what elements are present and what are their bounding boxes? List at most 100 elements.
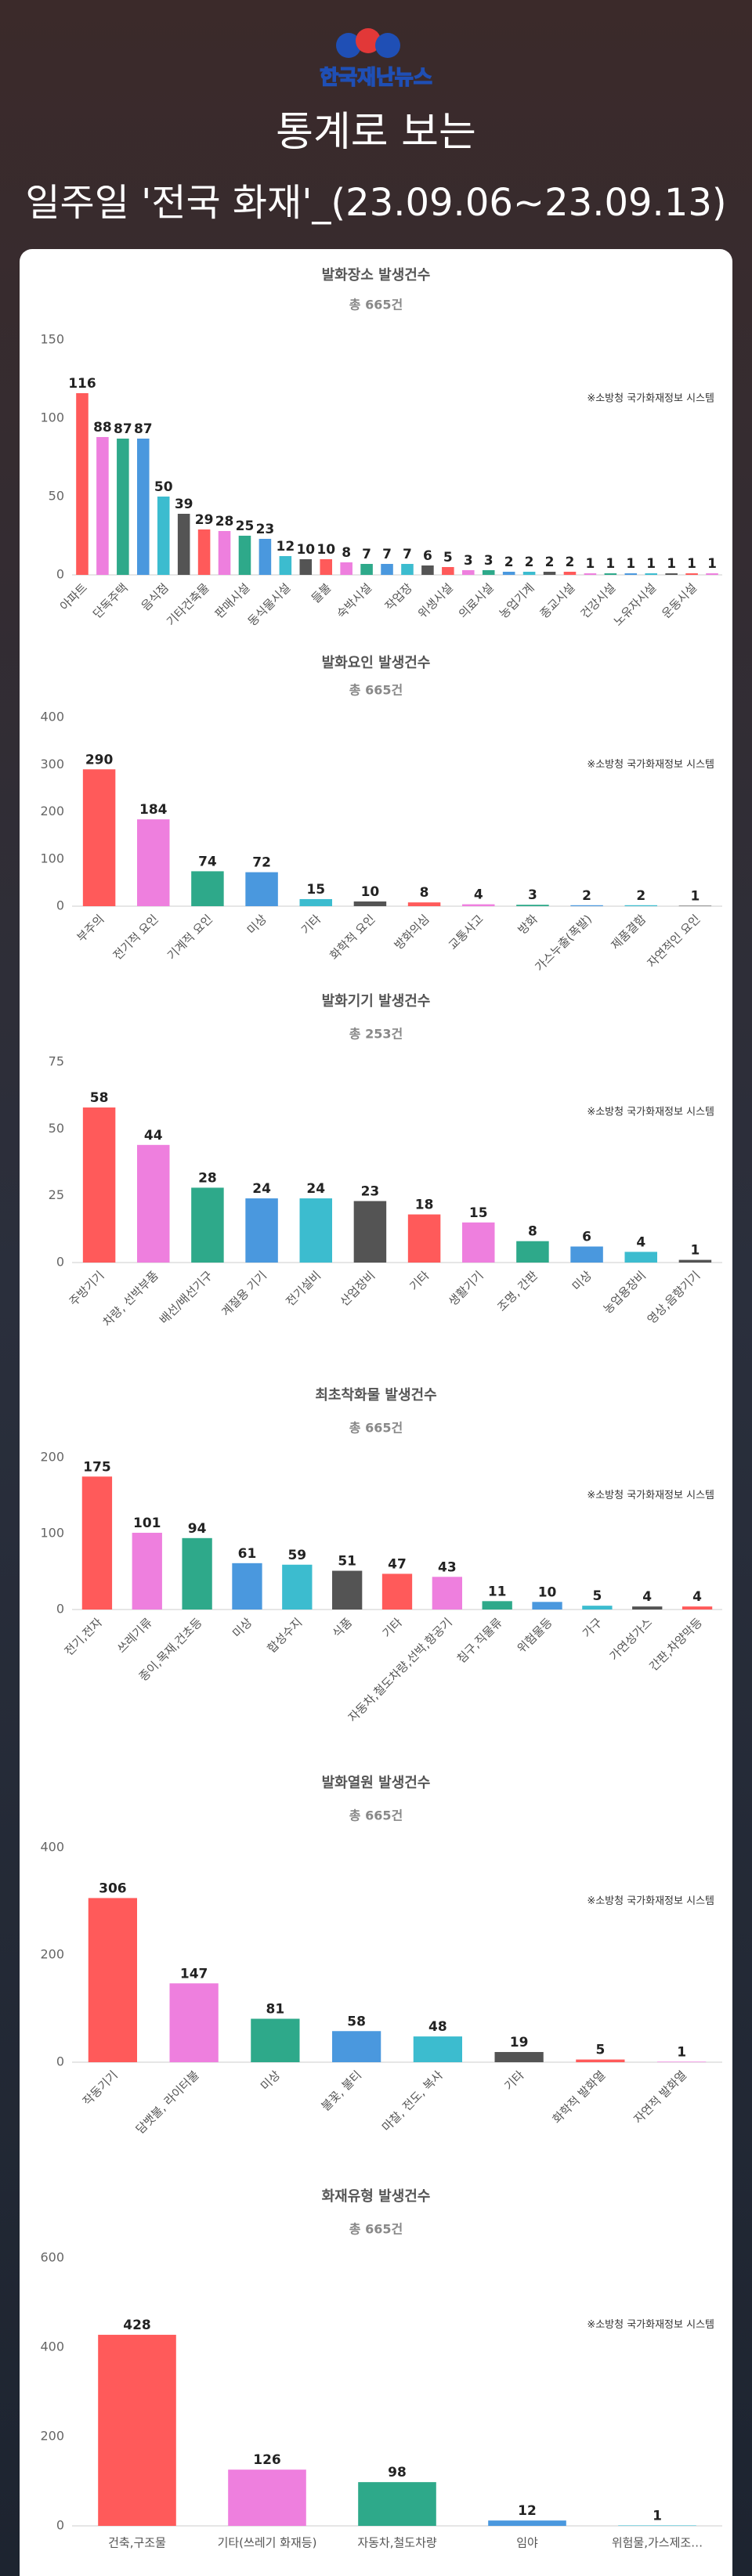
y-tick-label: 50 <box>49 1121 64 1136</box>
value-label: 4 <box>692 1589 702 1605</box>
value-label: 8 <box>420 885 429 901</box>
value-label: 8 <box>528 1224 537 1240</box>
bar <box>88 1898 137 2062</box>
value-label: 175 <box>83 1459 111 1475</box>
chart-title: 발화열원 발생건수 <box>322 1775 431 1791</box>
source-note: ※소방청 국가화재정보 시스템 <box>587 1107 714 1118</box>
value-label: 3 <box>484 553 494 569</box>
x-tick-label: 건축,구조물 <box>108 2536 166 2550</box>
value-label: 58 <box>347 2014 366 2029</box>
chart-subtitle: 총 253건 <box>349 1027 403 1042</box>
bar <box>82 769 116 906</box>
bar <box>332 1570 363 1610</box>
value-label: 6 <box>423 548 432 564</box>
value-label: 24 <box>252 1181 271 1197</box>
logo: 한국재난뉴스 <box>319 28 433 90</box>
value-label: 15 <box>469 1205 488 1221</box>
bar <box>381 1573 413 1610</box>
bar <box>657 2061 707 2062</box>
bar <box>169 1983 219 2062</box>
bar <box>522 572 536 575</box>
y-tick-label: 200 <box>40 1450 64 1465</box>
value-label: 2 <box>636 888 645 904</box>
bar <box>645 573 657 575</box>
bar <box>624 1252 657 1263</box>
value-label: 12 <box>277 539 295 555</box>
value-label: 10 <box>316 542 335 558</box>
source-note: ※소방청 국가화재정보 시스템 <box>587 759 714 771</box>
bar <box>137 819 170 906</box>
value-label: 1 <box>707 556 717 572</box>
bar <box>632 1606 663 1610</box>
value-label: 12 <box>518 2503 537 2519</box>
logo-text: 한국재난뉴스 <box>320 67 432 90</box>
bar <box>132 1533 162 1610</box>
bar <box>228 2469 306 2526</box>
bar <box>570 905 603 906</box>
bar <box>706 573 718 575</box>
value-label: 25 <box>236 518 255 534</box>
value-label: 50 <box>154 479 173 495</box>
bar <box>218 531 231 575</box>
value-label: 1 <box>646 556 656 572</box>
bar <box>98 2335 176 2526</box>
bar <box>532 1602 562 1610</box>
chart-title: 화재유형 발생건수 <box>322 2188 431 2205</box>
y-tick-label: 400 <box>40 1840 64 1855</box>
bar <box>442 567 454 575</box>
y-tick-label: 0 <box>56 1255 64 1270</box>
bar <box>258 539 272 575</box>
value-label: 101 <box>133 1516 161 1531</box>
y-tick-label: 0 <box>56 2054 64 2069</box>
x-tick-label: 위험물,가스제조… <box>612 2536 703 2550</box>
value-label: 1 <box>677 2044 686 2060</box>
bar <box>245 1198 278 1263</box>
value-label: 72 <box>252 855 271 871</box>
bar <box>407 902 441 906</box>
bar <box>340 562 352 575</box>
y-tick-label: 200 <box>40 804 64 818</box>
bar <box>685 573 698 575</box>
value-label: 29 <box>195 512 214 528</box>
value-label: 2 <box>545 555 555 570</box>
chart-title: 최초착화물 발생건수 <box>315 1387 436 1404</box>
bar <box>678 1259 712 1263</box>
value-label: 18 <box>415 1198 434 1213</box>
value-label: 5 <box>443 550 453 565</box>
bar <box>332 2031 381 2062</box>
bar <box>117 439 129 575</box>
y-tick-label: 200 <box>40 2429 64 2444</box>
bar <box>279 556 292 575</box>
bar <box>401 564 414 575</box>
bar <box>232 1563 262 1610</box>
value-label: 10 <box>361 884 380 900</box>
value-label: 28 <box>215 514 234 529</box>
value-label: 94 <box>188 1521 207 1537</box>
value-label: 61 <box>238 1546 257 1562</box>
bar <box>358 2482 436 2526</box>
bar <box>570 1246 603 1263</box>
y-tick-label: 400 <box>40 710 64 724</box>
value-label: 428 <box>123 2318 151 2333</box>
value-label: 2 <box>504 555 514 570</box>
value-label: 4 <box>474 887 483 903</box>
bar <box>482 570 495 575</box>
y-tick-label: 0 <box>56 898 64 913</box>
chart-subtitle: 총 665건 <box>349 1808 403 1823</box>
bar <box>421 565 434 575</box>
value-label: 1 <box>626 556 635 572</box>
chart-subtitle: 총 665건 <box>349 298 403 313</box>
chart-subtitle: 총 665건 <box>349 683 403 698</box>
bar <box>604 573 617 575</box>
bar <box>624 905 657 906</box>
bar <box>282 1564 313 1610</box>
source-note: ※소방청 국가화재정보 시스템 <box>587 2319 714 2331</box>
bar <box>197 529 211 575</box>
value-label: 1 <box>585 556 595 572</box>
value-label: 7 <box>362 547 371 562</box>
value-label: 5 <box>592 1588 602 1604</box>
value-label: 88 <box>93 420 112 435</box>
bar <box>482 1601 512 1610</box>
value-label: 8 <box>342 545 351 561</box>
